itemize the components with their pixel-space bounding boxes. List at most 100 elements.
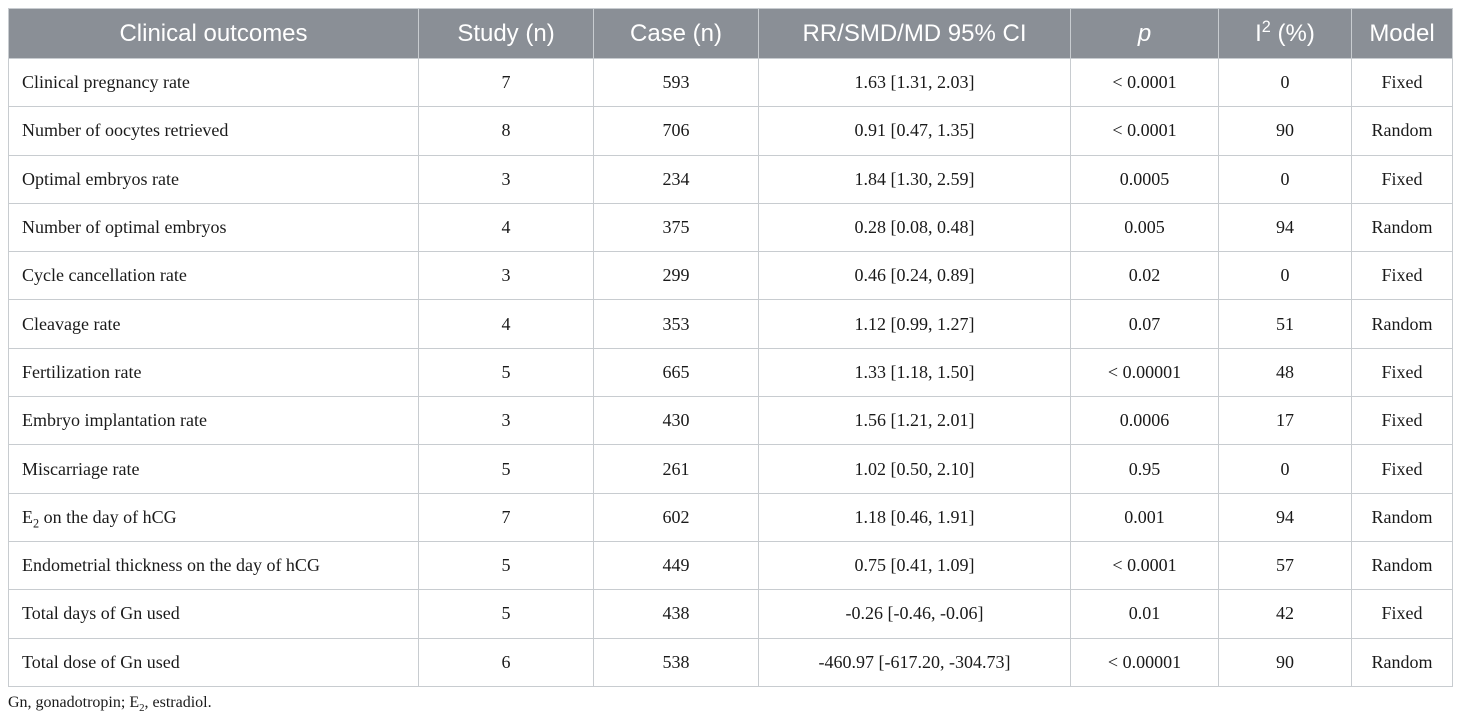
cell-model: Fixed [1351,396,1453,446]
cell-ci: 1.33 [1.18, 1.50] [758,347,1071,398]
header-study: Study (n) [418,8,594,59]
cell-case: 438 [593,589,759,639]
cell-model: Fixed [1351,154,1453,204]
cell-case: 353 [593,299,759,349]
header-case: Case (n) [593,8,759,59]
cell-model: Random [1351,637,1453,687]
table-row: Endometrial thickness on the day of hCG 5… [8,540,1453,591]
cell-outcome: Fertilization rate [8,347,419,398]
cell-ci: -0.26 [-0.46, -0.06] [758,589,1071,639]
cell-i2: 51 [1218,299,1352,349]
cell-study: 3 [418,396,594,446]
cell-study: 4 [418,299,594,349]
cell-ci: 1.12 [0.99, 1.27] [758,299,1071,349]
cell-p: < 0.0001 [1070,106,1219,156]
header-i2: I2 (%) [1218,8,1352,59]
footnote-sub: 2 [139,702,145,715]
cell-study: 3 [418,251,594,301]
cell-p: < 0.0001 [1070,57,1219,108]
cell-model: Fixed [1351,589,1453,639]
cell-p: < 0.00001 [1070,347,1219,398]
cell-i2: 94 [1218,492,1352,542]
cell-model: Fixed [1351,347,1453,398]
header-ci: RR/SMD/MD 95% CI [758,8,1071,59]
table-header-row: Clinical outcomes Study (n) Case (n) RR/… [8,8,1453,59]
cell-p: 0.02 [1070,251,1219,301]
cell-outcome: Optimal embryos rate [8,154,419,204]
cell-i2: 48 [1218,347,1352,398]
table-row: Clinical pregnancy rate 7 593 1.63 [1.31, 2… [8,57,1453,108]
cell-ci: 1.02 [0.50, 2.10] [758,444,1071,494]
cell-outcome: Miscarriage rate [8,444,419,494]
cell-ci: 1.63 [1.31, 2.03] [758,57,1071,108]
cell-outcome: Total dose of Gn used [8,637,419,687]
cell-study: 5 [418,540,594,591]
table-row: Fertilization rate 5 665 1.33 [1.18, 1.50] <… [8,347,1453,398]
table-row: Total days of Gn used 5 438 -0.26 [-0.46, -… [8,589,1453,639]
clinical-outcomes-table: Clinical outcomes Study (n) Case (n) RR/… [8,8,1453,687]
cell-outcome-post: on the day of hCG [39,506,177,527]
cell-p: 0.005 [1070,202,1219,253]
header-p: p [1070,8,1219,59]
cell-ci: 1.18 [0.46, 1.91] [758,492,1071,542]
cell-model: Random [1351,299,1453,349]
cell-p: < 0.0001 [1070,540,1219,591]
cell-case: 602 [593,492,759,542]
cell-outcome-pre: E [22,506,33,527]
cell-study: 4 [418,202,594,253]
cell-p: 0.01 [1070,589,1219,639]
cell-model: Fixed [1351,57,1453,108]
cell-case: 538 [593,637,759,687]
cell-i2: 17 [1218,396,1352,446]
cell-outcome: Number of oocytes retrieved [8,106,419,156]
cell-ci: 0.28 [0.08, 0.48] [758,202,1071,253]
table-row: Cycle cancellation rate 3 299 0.46 [0.24, 0… [8,251,1453,301]
cell-model: Fixed [1351,251,1453,301]
cell-i2: 0 [1218,444,1352,494]
cell-i2: 90 [1218,637,1352,687]
cell-ci: 1.56 [1.21, 2.01] [758,396,1071,446]
cell-ci: 0.75 [0.41, 1.09] [758,540,1071,591]
cell-i2: 42 [1218,589,1352,639]
table-row: Optimal embryos rate 3 234 1.84 [1.30, 2.59… [8,154,1453,204]
cell-model: Random [1351,540,1453,591]
cell-case: 665 [593,347,759,398]
cell-outcome: Cleavage rate [8,299,419,349]
cell-study: 7 [418,57,594,108]
cell-model: Random [1351,106,1453,156]
footnote-part1: Gn, gonadotropin; E [8,694,140,711]
cell-i2: 0 [1218,154,1352,204]
cell-model: Fixed [1351,444,1453,494]
cell-ci: 1.84 [1.30, 2.59] [758,154,1071,204]
cell-case: 593 [593,57,759,108]
cell-study: 5 [418,347,594,398]
header-model: Model [1351,8,1453,59]
cell-outcome: Number of optimal embryos [8,202,419,253]
cell-outcome-sub: 2 [33,516,40,531]
header-clinical-outcomes: Clinical outcomes [8,8,419,59]
table-row: Total dose of Gn used 6 538 -460.97 [-617.2… [8,637,1453,687]
cell-case: 375 [593,202,759,253]
cell-case: 234 [593,154,759,204]
table-row: Miscarriage rate 5 261 1.02 [0.50, 2.10] 0.9… [8,444,1453,494]
cell-outcome: Total days of Gn used [8,589,419,639]
cell-i2: 0 [1218,251,1352,301]
cell-case: 430 [593,396,759,446]
cell-ci: 0.46 [0.24, 0.89] [758,251,1071,301]
cell-study: 3 [418,154,594,204]
footnote-part2: , estradiol. [144,694,212,711]
cell-i2: 90 [1218,106,1352,156]
cell-case: 706 [593,106,759,156]
cell-model: Random [1351,492,1453,542]
cell-model: Random [1351,202,1453,253]
header-i2-sup: 2 [1261,17,1271,36]
cell-i2: 0 [1218,57,1352,108]
cell-p: 0.0005 [1070,154,1219,204]
cell-study: 5 [418,589,594,639]
table-row: Number of optimal embryos 4 375 0.28 [0.08,… [8,202,1453,253]
cell-p: 0.07 [1070,299,1219,349]
table-row: Number of oocytes retrieved 8 706 0.91 [0.4… [8,106,1453,156]
cell-i2: 94 [1218,202,1352,253]
cell-p: 0.0006 [1070,396,1219,446]
header-i2-base: I [1255,19,1262,47]
